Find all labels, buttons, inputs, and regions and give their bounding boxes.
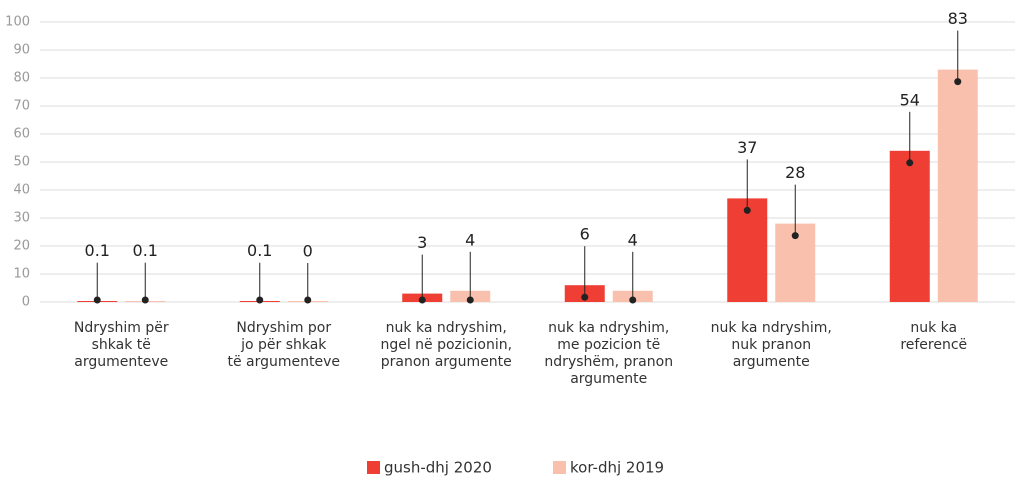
- x-tick-label: argumenteve: [74, 354, 168, 370]
- y-tick-label: 0: [22, 295, 30, 310]
- x-tick-label: nuk ka ndryshim,: [386, 320, 507, 336]
- data-label: 3: [417, 233, 427, 252]
- x-tick-label: nuk ka ndryshim,: [548, 320, 669, 336]
- x-tick-label: nuk ka ndryshim,: [711, 320, 832, 336]
- bar: [727, 198, 768, 302]
- bar: [889, 150, 930, 302]
- data-label: 28: [785, 163, 805, 182]
- y-tick-label: 10: [13, 267, 30, 282]
- data-label: 37: [737, 138, 757, 157]
- legend-swatch: [367, 461, 380, 474]
- callout-dot: [629, 296, 637, 304]
- x-tick-label: jo për shkak: [240, 337, 327, 353]
- callout-dot: [581, 293, 589, 301]
- x-tick-label: referencë: [900, 337, 967, 353]
- x-tick-label: me pozicion të: [557, 337, 660, 353]
- data-label: 0.1: [85, 241, 110, 260]
- y-tick-label: 100: [5, 15, 30, 30]
- data-label: 54: [900, 90, 920, 109]
- x-tick-label: argumente: [570, 371, 647, 387]
- data-label: 0.1: [247, 241, 272, 260]
- y-tick-label: 70: [13, 99, 30, 114]
- legend-label: kor-dhj 2019: [570, 459, 664, 477]
- x-tick-label: ndryshëm, pranon: [544, 354, 673, 370]
- x-tick-label: Ndryshim por: [236, 320, 331, 336]
- x-tick-label: nuk ka: [910, 320, 957, 336]
- x-tick-label: argumente: [733, 354, 810, 370]
- y-tick-label: 20: [13, 239, 30, 254]
- callout-dot: [791, 232, 799, 240]
- callout-dot: [141, 296, 149, 304]
- data-label: 0.1: [133, 241, 158, 260]
- y-tick-label: 90: [13, 43, 30, 58]
- data-label: 83: [948, 9, 968, 28]
- y-tick-label: 40: [13, 183, 30, 198]
- y-tick-label: 50: [13, 155, 30, 170]
- callout-dot: [304, 296, 312, 304]
- y-tick-label: 80: [13, 71, 30, 86]
- data-label: 6: [580, 225, 590, 244]
- bar: [937, 69, 978, 302]
- callout-dot: [93, 296, 101, 304]
- x-tick-label: pranon argumente: [381, 354, 512, 370]
- data-label: 4: [628, 230, 638, 249]
- x-tick-label: nuk pranon: [731, 337, 811, 353]
- callout-dot: [743, 206, 751, 214]
- y-tick-label: 30: [13, 211, 30, 226]
- x-tick-label: ngel në pozicionin,: [380, 337, 512, 353]
- callout-dot: [256, 296, 264, 304]
- data-label: 4: [465, 230, 475, 249]
- callout-dot: [466, 296, 474, 304]
- x-tick-label: të argumenteve: [227, 354, 340, 370]
- callout-dot: [954, 78, 962, 86]
- y-tick-label: 60: [13, 127, 30, 142]
- x-tick-label: Ndryshim për: [74, 320, 169, 336]
- legend-label: gush-dhj 2020: [384, 459, 492, 477]
- callout-dot: [418, 296, 426, 304]
- legend-swatch: [553, 461, 566, 474]
- callout-dot: [906, 159, 914, 167]
- data-label: 0: [303, 242, 313, 261]
- x-tick-label: shkak të: [92, 337, 151, 353]
